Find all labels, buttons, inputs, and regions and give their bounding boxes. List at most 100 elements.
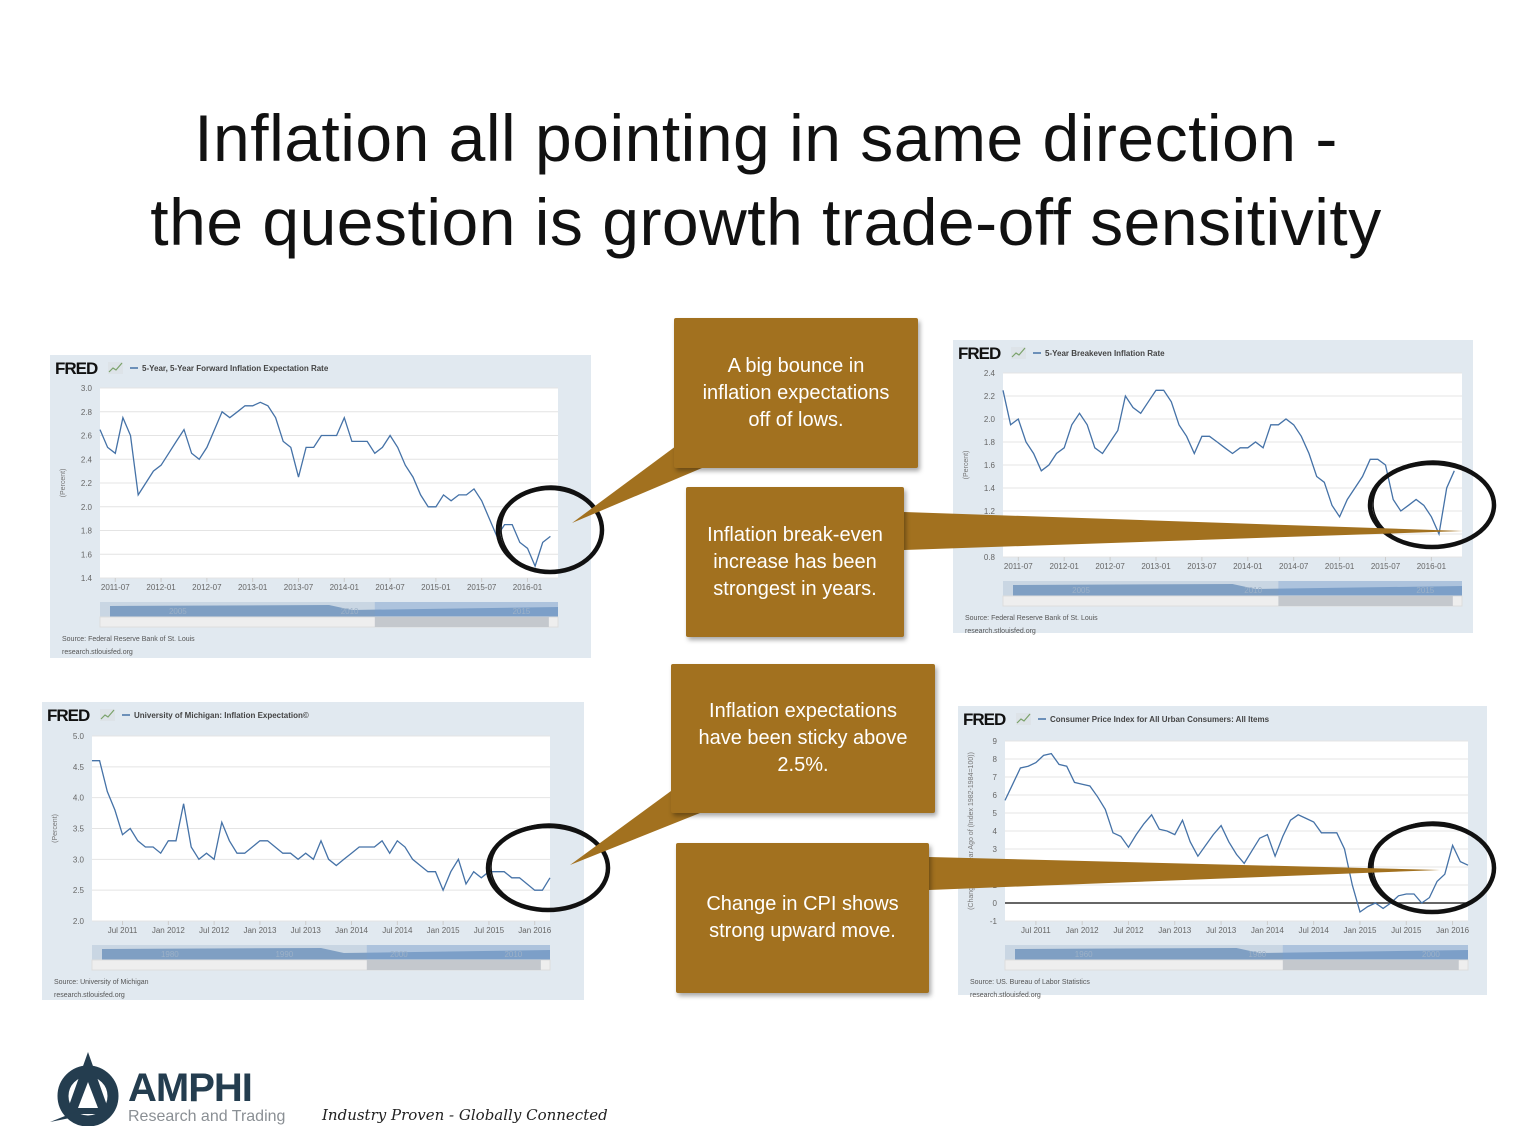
x-tick-label: Jul 2015 (474, 926, 505, 935)
y-tick-label: 2.6 (81, 432, 93, 441)
y-tick-label: 0.8 (984, 553, 996, 562)
scrollbar[interactable] (99, 616, 559, 628)
x-tick-label: Jan 2016 (1436, 926, 1469, 935)
callout-tail (929, 857, 1440, 890)
x-tick-label: 2013-07 (284, 583, 314, 592)
y-tick-label: 1.8 (984, 438, 996, 447)
y-tick-label: 2.0 (984, 415, 996, 424)
logo-text: AMPHI (128, 1066, 253, 1110)
x-tick-label: Jan 2014 (335, 926, 368, 935)
fred-graph-icon (100, 709, 115, 721)
icon-bg (108, 362, 123, 374)
x-tick-label: Jan 2015 (427, 926, 460, 935)
y-tick-label: 4.0 (73, 794, 85, 803)
y-tick-label: 1.6 (984, 461, 996, 470)
fred-logo: FRED (958, 344, 1001, 363)
source-url: research.stlouisfed.org (965, 628, 1036, 635)
navigator-label: 2015 (512, 607, 530, 616)
y-tick-label: 2.4 (81, 455, 93, 464)
navigator-label: 2010 (1244, 586, 1262, 595)
callout-tail (570, 791, 700, 865)
scrollbar-thumb[interactable] (374, 617, 549, 627)
x-tick-label: Jul 2013 (291, 926, 322, 935)
icon-bg (100, 709, 115, 721)
navigator-label: 2000 (390, 950, 408, 959)
y-tick-label: 1.4 (81, 574, 93, 583)
y-tick-label: 3.0 (81, 384, 93, 393)
x-tick-label: 2013-01 (1141, 562, 1171, 571)
callout-line: increase has been (713, 550, 877, 573)
scrollbar-thumb[interactable] (366, 960, 541, 970)
x-tick-label: 2014-01 (330, 583, 360, 592)
fred-graph-icon (108, 362, 123, 374)
navigator-series (1015, 948, 1468, 960)
scrollbar[interactable] (1004, 959, 1469, 971)
x-tick-label: 2012-01 (146, 583, 176, 592)
fred-chart-2: FRED 5-Year Breakeven Inflation Rate 2.4 2.… (953, 340, 1497, 635)
x-tick-label: 2015-07 (467, 583, 497, 592)
highlight-circle-stroke (490, 823, 608, 911)
x-tick-label: 2014-01 (1233, 562, 1263, 571)
scrollbar-thumb[interactable] (1282, 960, 1459, 970)
series-line (1002, 389, 1455, 537)
x-tick-label: Jul 2014 (1299, 926, 1330, 935)
x-tick-label: 2014-07 (375, 583, 405, 592)
slide-title-line: the question is growth trade-off sensiti… (150, 185, 1382, 259)
x-tick-label: 2011-07 (101, 583, 130, 592)
icon-line (1011, 347, 1026, 358)
navigator-label: 2015 (1416, 586, 1434, 595)
scrollbar[interactable] (91, 959, 551, 971)
callout-line: have been sticky above (698, 727, 908, 749)
x-tick-label: Jan 2013 (1158, 926, 1191, 935)
navigator-series (102, 948, 550, 960)
source-text: Source: University of Michigan (54, 979, 149, 986)
callout-line: 2.5%. (777, 754, 829, 776)
navigator-selection (366, 945, 550, 960)
y-axis-label: (Percent) (60, 469, 67, 498)
callout-line: A big bounce in (727, 354, 865, 377)
x-tick-label: Jan 2014 (1251, 926, 1284, 935)
navigator-label: 2005 (169, 607, 187, 616)
navigator-label: 1990 (275, 950, 293, 959)
x-tick-label: 2016-01 (1417, 562, 1447, 571)
fred-chart-4: FRED Consumer Price Index for All Urban C… (958, 706, 1497, 999)
x-tick-label: Jan 2012 (1066, 926, 1099, 935)
callout-line: off of lows. (748, 408, 844, 431)
y-tick-label: 4.5 (73, 763, 85, 772)
y-tick-label: -1 (990, 917, 998, 926)
x-tick-label: Jan 2015 (1344, 926, 1377, 935)
navigator-series (110, 605, 558, 617)
y-tick-label: 2.5 (73, 886, 85, 895)
y-tick-label: 1.6 (81, 550, 93, 559)
series-line (99, 401, 551, 568)
icon-bg (1016, 713, 1031, 725)
chart-title: University of Michigan: Inflation Expect… (134, 711, 309, 720)
callout-cpi: Change in CPI shows strong upward move. (676, 843, 929, 993)
y-tick-label: 2.4 (984, 369, 996, 378)
y-tick-label: 2.2 (984, 392, 996, 401)
callout-tail (572, 446, 702, 523)
callout-sticky: Inflation expectations have been sticky a… (671, 664, 935, 813)
icon-line (108, 362, 123, 373)
y-tick-label: 3.5 (73, 825, 85, 834)
navigator-label: 2010 (341, 607, 359, 616)
navigator-label: 2005 (1072, 586, 1090, 595)
x-tick-label: 2012-07 (192, 583, 222, 592)
y-tick-label: 5.0 (73, 732, 85, 741)
fred-logo: FRED (963, 710, 1006, 729)
highlight-circle-stroke (1372, 821, 1494, 913)
y-tick-label: 5 (993, 809, 998, 818)
highlight-circle-stroke (1372, 460, 1494, 548)
navigator-label: 2000 (1422, 950, 1440, 959)
source-url: research.stlouisfed.org (62, 649, 133, 656)
callout-breakeven: Inflation break-even increase has been str… (686, 487, 904, 637)
x-tick-label: Jul 2011 (1021, 926, 1051, 935)
x-tick-label: 2013-07 (1187, 562, 1217, 571)
y-tick-label: 0 (993, 899, 998, 908)
source-url: research.stlouisfed.org (54, 992, 125, 999)
scrollbar-thumb[interactable] (1278, 596, 1453, 606)
icon-bg (1011, 347, 1026, 359)
scrollbar[interactable] (1002, 595, 1463, 607)
y-tick-label: 7 (993, 773, 998, 782)
